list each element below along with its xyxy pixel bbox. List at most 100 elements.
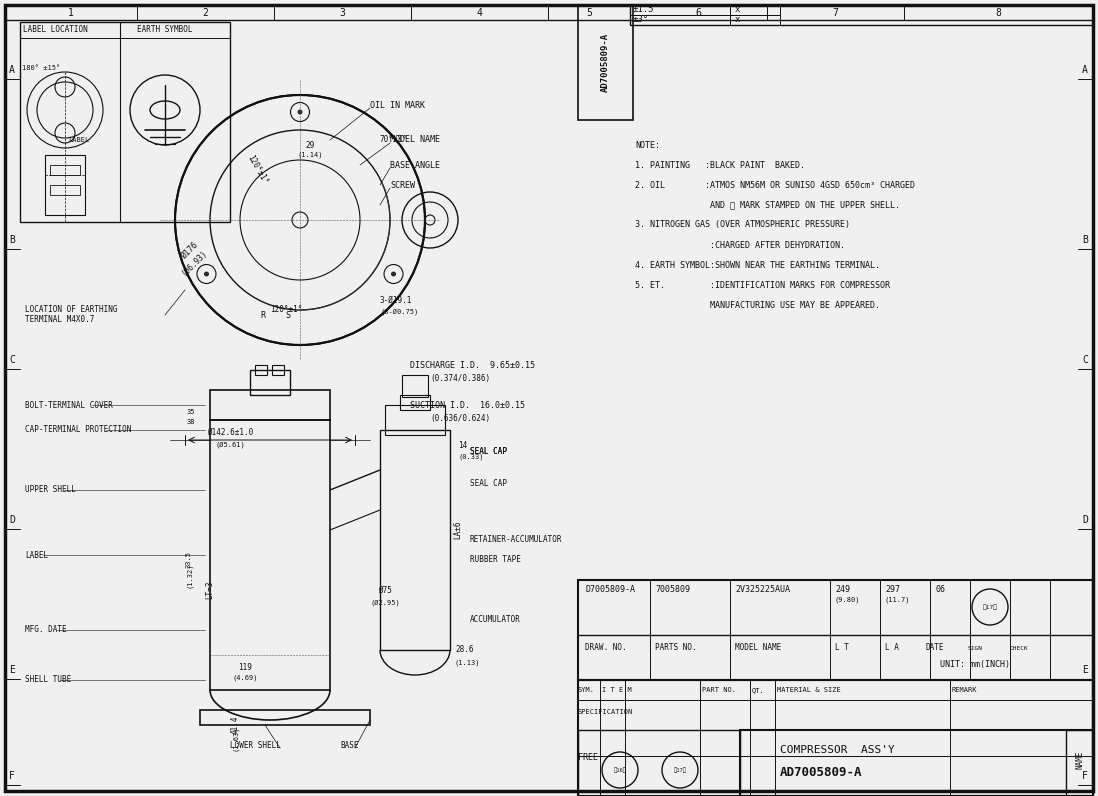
Text: ACCUMULATOR: ACCUMULATOR xyxy=(470,615,520,625)
Text: 297: 297 xyxy=(885,586,900,595)
Text: 2. OIL        :ATMOS NM56M OR SUNISO 4GSD 650cm³ CHARGED: 2. OIL :ATMOS NM56M OR SUNISO 4GSD 650cm… xyxy=(635,181,915,189)
Text: MATERIAL & SIZE: MATERIAL & SIZE xyxy=(777,687,841,693)
Text: (4.69): (4.69) xyxy=(233,675,258,681)
Text: D: D xyxy=(1082,515,1088,525)
Text: SUCTION I.D.  16.0±0.15: SUCTION I.D. 16.0±0.15 xyxy=(410,400,525,409)
Bar xyxy=(578,680,1093,796)
Bar xyxy=(45,155,85,215)
Text: D7005809-A: D7005809-A xyxy=(585,586,635,595)
Bar xyxy=(385,405,445,435)
Text: CHECK: CHECK xyxy=(1010,646,1029,650)
Text: (1.14): (1.14) xyxy=(298,152,323,158)
Text: ±1.5: ±1.5 xyxy=(634,6,654,14)
Bar xyxy=(380,430,450,650)
Text: 5: 5 xyxy=(586,8,592,18)
Text: 29: 29 xyxy=(305,141,315,150)
Text: 7: 7 xyxy=(832,8,839,18)
Circle shape xyxy=(298,110,302,114)
Text: LABEL: LABEL xyxy=(68,137,89,143)
Bar xyxy=(740,730,1093,796)
Text: SHELL TUBE: SHELL TUBE xyxy=(25,676,71,685)
Text: 第17号: 第17号 xyxy=(673,767,686,773)
Text: SIGN: SIGN xyxy=(968,646,983,650)
Text: 120°±1°: 120°±1° xyxy=(270,306,302,314)
Text: BASE ANGLE: BASE ANGLE xyxy=(390,161,440,170)
Text: (0.636/0.624): (0.636/0.624) xyxy=(430,413,490,423)
Text: AD7005809-A: AD7005809-A xyxy=(601,33,609,92)
Text: A: A xyxy=(9,65,15,75)
Bar xyxy=(630,5,1093,25)
Text: DATE: DATE xyxy=(925,643,943,653)
Text: B: B xyxy=(9,235,15,245)
Text: RUBBER TAPE: RUBBER TAPE xyxy=(470,556,520,564)
Text: F: F xyxy=(9,771,15,781)
Text: (1.32): (1.32) xyxy=(186,562,192,587)
Text: Ø142.6±1.0: Ø142.6±1.0 xyxy=(206,427,254,436)
Text: 2V325225AUA: 2V325225AUA xyxy=(735,586,789,595)
Text: (0.374/0.386): (0.374/0.386) xyxy=(430,373,490,383)
Bar xyxy=(210,420,330,690)
Text: (Ø5.61): (Ø5.61) xyxy=(215,442,245,448)
Text: (11.7): (11.7) xyxy=(885,597,910,603)
Bar xyxy=(402,375,428,397)
Text: L A: L A xyxy=(885,643,899,653)
Text: 38: 38 xyxy=(187,419,195,425)
Text: 1: 1 xyxy=(68,8,74,18)
Text: 28.6: 28.6 xyxy=(455,646,473,654)
Text: 180° ±15°: 180° ±15° xyxy=(22,65,60,71)
Text: (Ø6.93): (Ø6.93) xyxy=(180,248,210,278)
Text: COMPRESSOR  ASS'Y: COMPRESSOR ASS'Y xyxy=(780,745,895,755)
Text: 8: 8 xyxy=(996,8,1001,18)
Text: MFG. DATE: MFG. DATE xyxy=(25,626,67,634)
Text: C: C xyxy=(1082,355,1088,365)
Bar xyxy=(200,710,370,725)
Text: MANUFACTURING USE MAY BE APPEARED.: MANUFACTURING USE MAY BE APPEARED. xyxy=(635,301,879,310)
Text: E: E xyxy=(9,665,15,675)
Text: LABEL LOCATION: LABEL LOCATION xyxy=(23,25,88,34)
Text: 5. ET.         :IDENTIFICATION MARKS FOR COMPRESSOR: 5. ET. :IDENTIFICATION MARKS FOR COMPRES… xyxy=(635,280,890,290)
Text: C: C xyxy=(9,355,15,365)
Bar xyxy=(578,730,740,796)
Text: LOCATION OF EARTHING: LOCATION OF EARTHING xyxy=(25,306,117,314)
Text: 06: 06 xyxy=(935,586,945,595)
Text: LT=3: LT=3 xyxy=(205,581,214,599)
Text: (3-Ø0.75): (3-Ø0.75) xyxy=(380,309,418,315)
Text: UNIT: mm(INCH): UNIT: mm(INCH) xyxy=(940,661,1010,669)
Text: 35: 35 xyxy=(187,409,195,415)
Text: 249: 249 xyxy=(834,586,850,595)
Text: MODEL NAME: MODEL NAME xyxy=(390,135,440,145)
Text: SPECIFICATION: SPECIFICATION xyxy=(578,709,634,715)
Text: DISCHARGE I.D.  9.65±0.15: DISCHARGE I.D. 9.65±0.15 xyxy=(410,361,535,369)
Text: NAME: NAME xyxy=(1076,751,1085,769)
Text: D: D xyxy=(9,515,15,525)
Text: ±3°: ±3° xyxy=(634,15,649,25)
Bar xyxy=(20,22,229,222)
Text: LABEL: LABEL xyxy=(25,551,48,560)
Text: L T: L T xyxy=(834,643,849,653)
Text: SEAL CAP: SEAL CAP xyxy=(470,447,507,456)
Bar xyxy=(730,5,780,15)
Text: NOTE:: NOTE: xyxy=(635,141,660,150)
Text: 119: 119 xyxy=(238,664,251,673)
Text: DRAW. NO.: DRAW. NO. xyxy=(585,643,627,653)
Text: 4. EARTH SYMBOL:SHOWN NEAR THE EARTHING TERMINAL.: 4. EARTH SYMBOL:SHOWN NEAR THE EARTHING … xyxy=(635,260,879,270)
Text: (9.80): (9.80) xyxy=(834,597,861,603)
Text: 6: 6 xyxy=(695,8,702,18)
Text: SCREW: SCREW xyxy=(390,181,415,189)
Text: F: F xyxy=(1082,771,1088,781)
Circle shape xyxy=(204,272,209,276)
Text: REMARK: REMARK xyxy=(952,687,977,693)
Text: Ø176: Ø176 xyxy=(180,240,201,260)
Text: E: E xyxy=(1082,665,1088,675)
Text: QT.: QT. xyxy=(752,687,764,693)
Bar xyxy=(730,15,780,25)
Text: EARTH SYMBOL: EARTH SYMBOL xyxy=(137,25,193,34)
Text: 41.4: 41.4 xyxy=(231,716,239,734)
Text: TERMINAL M4X0.7: TERMINAL M4X0.7 xyxy=(25,315,94,325)
Text: SEAL CAP: SEAL CAP xyxy=(470,478,507,487)
Text: CAP-TERMINAL PROTECTION: CAP-TERMINAL PROTECTION xyxy=(25,426,132,435)
Text: x: x xyxy=(735,15,740,25)
Text: 14: 14 xyxy=(458,440,468,450)
Text: (1.63): (1.63) xyxy=(232,725,238,751)
Bar xyxy=(630,5,730,15)
